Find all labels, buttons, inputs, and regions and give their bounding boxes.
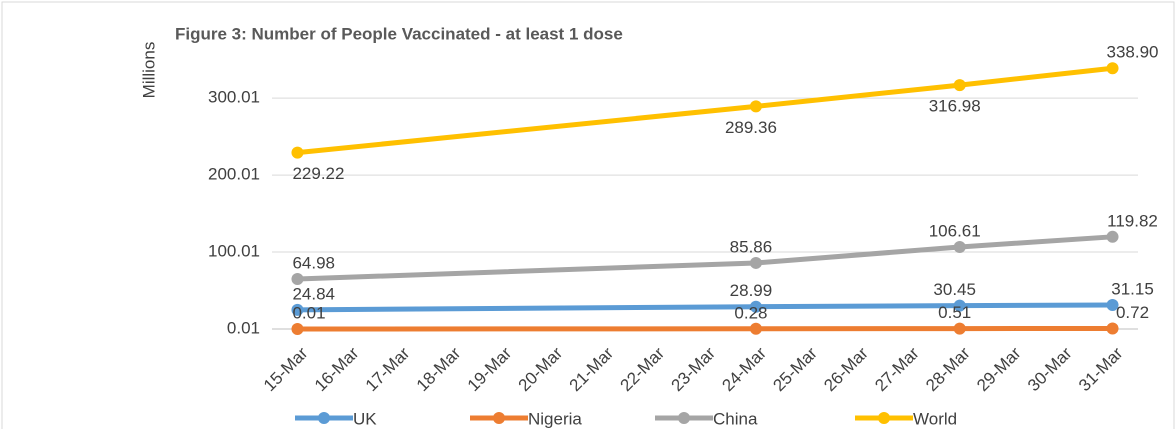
data-label: 229.22 [292, 164, 344, 183]
point [749, 256, 762, 269]
x-tick-label: 16-Mar [311, 343, 363, 395]
point [749, 100, 762, 113]
point [1106, 230, 1119, 243]
y-tick-label: 0.01 [227, 318, 260, 337]
legend-marker [493, 412, 505, 424]
x-tick-label: 29-Mar [973, 343, 1025, 395]
legend-label: World [913, 409, 957, 428]
point [1106, 62, 1119, 75]
point [291, 303, 304, 316]
point [1106, 299, 1119, 312]
data-label: 119.82 [1107, 211, 1158, 230]
data-label: 0.51 [938, 303, 971, 322]
x-tick-label: 17-Mar [362, 343, 414, 395]
data-label: 106.61 [929, 221, 981, 240]
data-label: 0.28 [734, 303, 767, 322]
data-label: 31.15 [1111, 280, 1154, 299]
point [1106, 322, 1119, 335]
series-line [297, 325, 1113, 332]
legend-label: China [713, 409, 758, 428]
data-label: 64.98 [292, 253, 335, 272]
data-label: 289.36 [725, 118, 777, 137]
x-tick-label: 18-Mar [413, 343, 465, 395]
data-label: 316.98 [929, 97, 981, 116]
data-label: 338.90 [1107, 43, 1159, 62]
series-line [297, 65, 1113, 156]
point [291, 323, 304, 335]
data-label: 28.99 [730, 281, 773, 300]
legend-label: UK [353, 409, 377, 428]
point [953, 322, 966, 335]
series-line [297, 302, 1113, 313]
x-tick-label: 27-Mar [871, 343, 923, 395]
point [749, 300, 762, 313]
x-tick-label: 23-Mar [667, 343, 719, 395]
x-tick-label: 19-Mar [464, 343, 516, 395]
y-tick-label: 200.01 [208, 165, 260, 184]
y-tick-label: 300.01 [208, 88, 260, 107]
point [953, 240, 966, 253]
x-tick-label: 24-Mar [718, 343, 770, 395]
y-tick-label: 100.01 [208, 242, 260, 261]
x-tick-label: 26-Mar [820, 343, 872, 395]
point [291, 146, 304, 159]
x-tick-label: 28-Mar [922, 343, 974, 395]
legend-label: Nigeria [528, 409, 582, 428]
x-tick-label: 25-Mar [769, 343, 821, 395]
point [953, 79, 966, 92]
x-tick-label: 20-Mar [515, 343, 567, 395]
x-tick-label: 22-Mar [617, 343, 669, 395]
x-tick-label: 15-Mar [260, 343, 312, 395]
data-label: 0.01 [292, 303, 325, 322]
y-axis-label: Millions [139, 42, 158, 99]
point [953, 299, 966, 312]
data-label: 30.45 [933, 280, 976, 299]
data-label: 85.86 [730, 237, 773, 256]
chart-title: Figure 3: Number of People Vaccinated - … [175, 24, 623, 43]
legend-marker [678, 412, 690, 424]
legend-marker [878, 412, 890, 424]
x-tick-label: 31-Mar [1075, 343, 1127, 395]
point [749, 322, 762, 335]
legend-marker [318, 412, 330, 424]
series-line [297, 234, 1113, 282]
x-tick-label: 21-Mar [566, 343, 618, 395]
point [291, 273, 304, 286]
data-label: 0.72 [1116, 303, 1149, 322]
x-tick-label: 30-Mar [1024, 343, 1076, 395]
data-label: 24.84 [292, 284, 335, 303]
